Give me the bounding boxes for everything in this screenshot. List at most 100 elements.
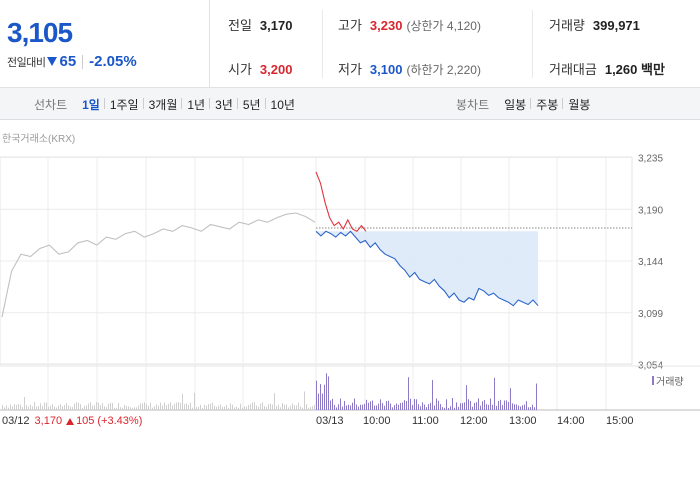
volume-bar	[270, 403, 271, 410]
volume-bar	[454, 407, 455, 410]
volume-bar	[172, 405, 173, 410]
volume-bar	[326, 373, 327, 410]
volume-bar	[156, 404, 157, 410]
volume-bar	[330, 400, 331, 410]
volume-bar	[92, 405, 93, 410]
volume-bar	[498, 400, 499, 410]
price-box: 3,105 전일대비 65 -2.05%	[0, 0, 210, 88]
volume-bar	[376, 405, 377, 410]
divider	[532, 10, 533, 78]
tab-10y[interactable]: 10년	[264, 96, 300, 113]
volume-bar	[94, 405, 95, 410]
tab-weekly[interactable]: 주봉	[530, 96, 563, 113]
volume-bar	[182, 393, 183, 410]
volume-bar	[66, 402, 67, 410]
volume-bar	[484, 400, 485, 410]
change-row: 전일대비 65 -2.05%	[7, 53, 137, 70]
volume-bar	[400, 403, 401, 410]
volume-bar	[334, 404, 335, 410]
volume-bar	[136, 407, 137, 410]
volume-bars	[2, 373, 537, 410]
volume-bar	[122, 407, 123, 410]
volume-bar	[232, 404, 233, 410]
volume-bar	[28, 406, 29, 410]
stat-value: 3,200	[259, 62, 293, 77]
x-tick-label: 14:00	[557, 415, 585, 427]
volume-bar	[102, 403, 103, 410]
volume-bar	[14, 404, 15, 410]
stat-label: 고가	[338, 18, 362, 33]
volume-bar	[218, 405, 219, 410]
volume-bar	[490, 398, 491, 410]
volume-bar	[250, 404, 251, 410]
volume-bar	[438, 400, 439, 410]
tab-daily[interactable]: 일봉	[504, 97, 527, 112]
volume-bar	[338, 404, 339, 410]
volume-bar	[170, 402, 171, 410]
tab-1y[interactable]: 1년	[181, 96, 210, 113]
stat-label: 거래대금	[549, 62, 597, 77]
volume-bar	[416, 399, 417, 410]
volume-bar	[70, 406, 71, 410]
volume-bar	[292, 403, 293, 410]
volume-bar	[466, 385, 467, 410]
tab-3m[interactable]: 3개월	[142, 96, 183, 113]
volume-bar	[212, 402, 213, 410]
volume-bar	[264, 405, 265, 410]
volume-bar	[306, 404, 307, 410]
volume-bar	[290, 405, 291, 410]
volume-bar	[308, 407, 309, 410]
volume-bar	[134, 407, 135, 410]
volume-bar	[436, 398, 437, 410]
x-tick-label: 13:00	[509, 415, 537, 427]
volume-bar	[154, 406, 155, 410]
volume-bar	[434, 405, 435, 410]
volume-bar	[152, 407, 153, 410]
volume-bar	[124, 405, 125, 410]
volume-bar	[282, 403, 283, 410]
volume-bar	[186, 403, 187, 410]
volume-bar	[372, 400, 373, 410]
tab-1w[interactable]: 1주일	[103, 96, 144, 113]
volume-bar	[266, 407, 267, 410]
volume-bar	[520, 406, 521, 410]
volume-bar	[524, 404, 525, 410]
volume-bar	[188, 404, 189, 410]
volume-bar	[242, 407, 243, 410]
volume-bar	[408, 377, 409, 410]
volume-bar	[80, 404, 81, 410]
tab-monthly[interactable]: 월봉	[562, 96, 595, 113]
quote-summary: 3,105 전일대비 65 -2.05% 전일 3,170 시가 3,200 고…	[0, 0, 700, 88]
volume-bar	[504, 400, 505, 410]
volume-bar	[256, 405, 257, 410]
volume-bar	[410, 398, 411, 410]
prev-day-change: 105	[76, 415, 95, 427]
volume-bar	[450, 406, 451, 410]
volume-bar	[412, 404, 413, 410]
volume-bar	[480, 405, 481, 410]
volume-bar	[214, 405, 215, 410]
volume-bar	[468, 399, 469, 410]
volume-bar	[280, 407, 281, 410]
volume-bar	[58, 405, 59, 410]
volume-bar	[386, 401, 387, 410]
volume-bar	[486, 404, 487, 410]
y-tick-label: 3,190	[638, 205, 663, 216]
volume-bar	[118, 403, 119, 410]
volume-bar	[252, 402, 253, 410]
volume-bar	[22, 406, 23, 410]
tab-5y[interactable]: 5년	[236, 96, 266, 113]
tab-3y[interactable]: 3년	[209, 96, 238, 113]
volume-bar	[384, 405, 385, 410]
volume-bar	[268, 404, 269, 410]
prev-day-date: 03/12	[2, 415, 30, 427]
volume-bar	[472, 406, 473, 410]
volume-bar	[108, 403, 109, 410]
volume-bar	[194, 392, 195, 410]
volume-bar	[352, 402, 353, 410]
tab-1d[interactable]: 1일	[82, 97, 100, 112]
volume-panel	[0, 366, 700, 410]
volume-bar	[180, 403, 181, 410]
volume-bar	[356, 404, 357, 410]
